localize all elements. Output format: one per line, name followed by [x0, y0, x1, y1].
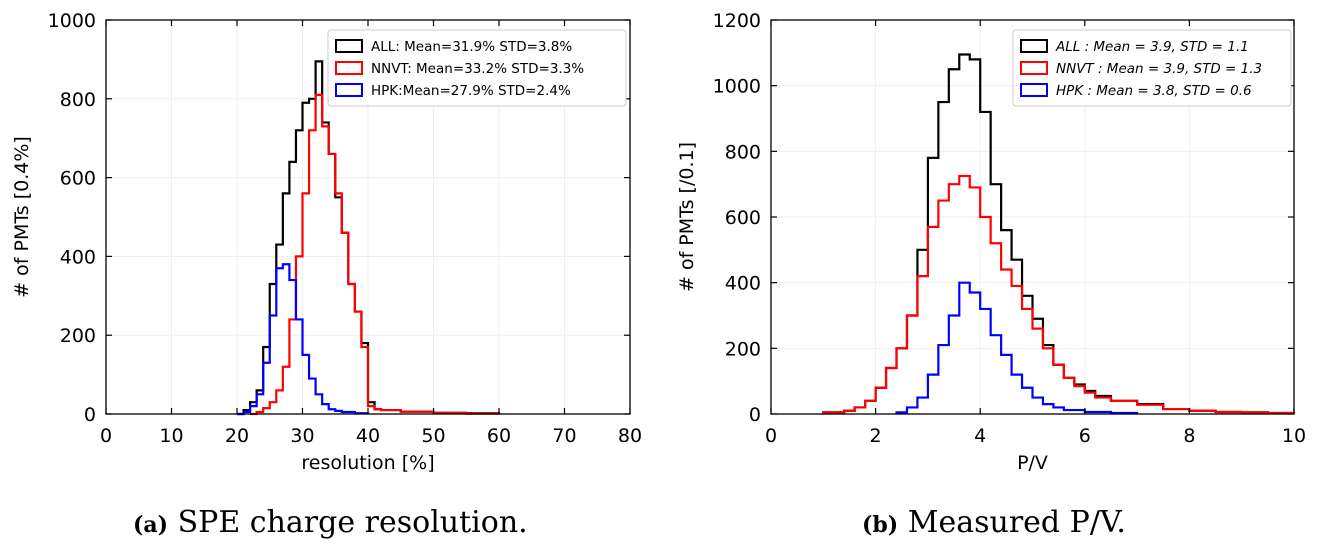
x-tick-label-5: 10: [1282, 425, 1306, 447]
y-tick-label-0: 0: [84, 404, 96, 426]
legend-swatch-1: [335, 61, 363, 75]
legend-label-0: ALL : Mean = 3.9, STD = 1.1: [1055, 39, 1249, 55]
legend-label-2: HPK:Mean=27.9% STD=2.4%: [371, 83, 571, 99]
series-2-line: [237, 263, 370, 416]
y-tick-label-0: 0: [749, 404, 761, 426]
x-tick-label-1: 10: [159, 425, 183, 447]
legend-label-0: ALL: Mean=31.9% STD=3.8%: [371, 39, 572, 55]
y-tick-label-4: 800: [60, 89, 96, 111]
x-tick-label-4: 40: [356, 425, 380, 447]
legend-swatch-1: [1020, 61, 1048, 75]
series-0-line: [822, 53, 1296, 415]
y-axis-label: # of PMTs [0.4%]: [11, 136, 33, 298]
series-2-line: [895, 281, 1139, 415]
x-tick-label-3: 30: [290, 425, 314, 447]
series-1-line: [822, 174, 1296, 415]
y-tick-label-3: 600: [725, 207, 761, 229]
x-tick-label-2: 20: [225, 425, 249, 447]
caption-b: (b) Measured P/V.: [862, 505, 1126, 540]
x-tick-label-2: 4: [974, 425, 986, 447]
legend-label-1: NNVT : Mean = 3.9, STD = 1.3: [1056, 61, 1262, 77]
y-tick-label-4: 800: [725, 141, 761, 163]
legend-swatch-0: [335, 39, 363, 53]
x-tick-label-5: 50: [421, 425, 445, 447]
series-1-line: [250, 93, 501, 416]
y-tick-label-1: 200: [60, 325, 96, 347]
x-tick-label-1: 2: [870, 425, 882, 447]
y-tick-label-2: 400: [725, 273, 761, 295]
panel-a-resolution-histogram: 0 10 20 30 40 50 60 70 8002004006008001000resolu…: [11, 10, 642, 474]
legend-label-2: HPK : Mean = 3.8, STD = 0.6: [1056, 83, 1252, 99]
x-tick-label-8: 80: [618, 425, 642, 447]
y-axis-label: # of PMTs [/0.1]: [676, 142, 698, 292]
x-tick-label-4: 8: [1183, 425, 1195, 447]
legend-swatch-2: [335, 83, 363, 97]
y-tick-label-5: 1000: [713, 76, 761, 98]
panel-b-pv-histogram: 0 2 4 6 8 10 0 200 400 600 800 1000 1200 P/V # of PMTs…: [676, 10, 1306, 474]
y-tick-label-3: 600: [60, 168, 96, 190]
legend-label-1: NNVT: Mean=33.2% STD=3.3%: [371, 61, 584, 77]
x-axis-label: P/V: [1017, 452, 1048, 474]
x-tick-label-0: 0: [765, 425, 777, 447]
caption-a-text: SPE charge resolution.: [177, 505, 528, 540]
x-tick-label-6: 60: [487, 425, 511, 447]
legend-box: [1012, 29, 1292, 107]
caption-a-label: (a): [133, 512, 169, 538]
y-tick-label-1: 200: [725, 338, 761, 360]
y-tick-label-2: 400: [60, 246, 96, 268]
x-tick-label-0: 0: [100, 425, 112, 447]
x-axis-label: resolution [%]: [301, 452, 434, 474]
x-tick-label-7: 70: [552, 425, 576, 447]
legend-swatch-2: [1020, 83, 1048, 97]
caption-b-label: (b): [862, 512, 899, 538]
y-tick-label-6: 1200: [713, 10, 761, 32]
legend-box: [327, 29, 627, 107]
y-tick-label-5: 1000: [48, 10, 96, 32]
legend-swatch-0: [1020, 39, 1048, 53]
x-tick-label-3: 6: [1079, 425, 1091, 447]
caption-a: (a) SPE charge resolution.: [133, 505, 528, 540]
caption-b-text: Measured P/V.: [907, 505, 1126, 540]
